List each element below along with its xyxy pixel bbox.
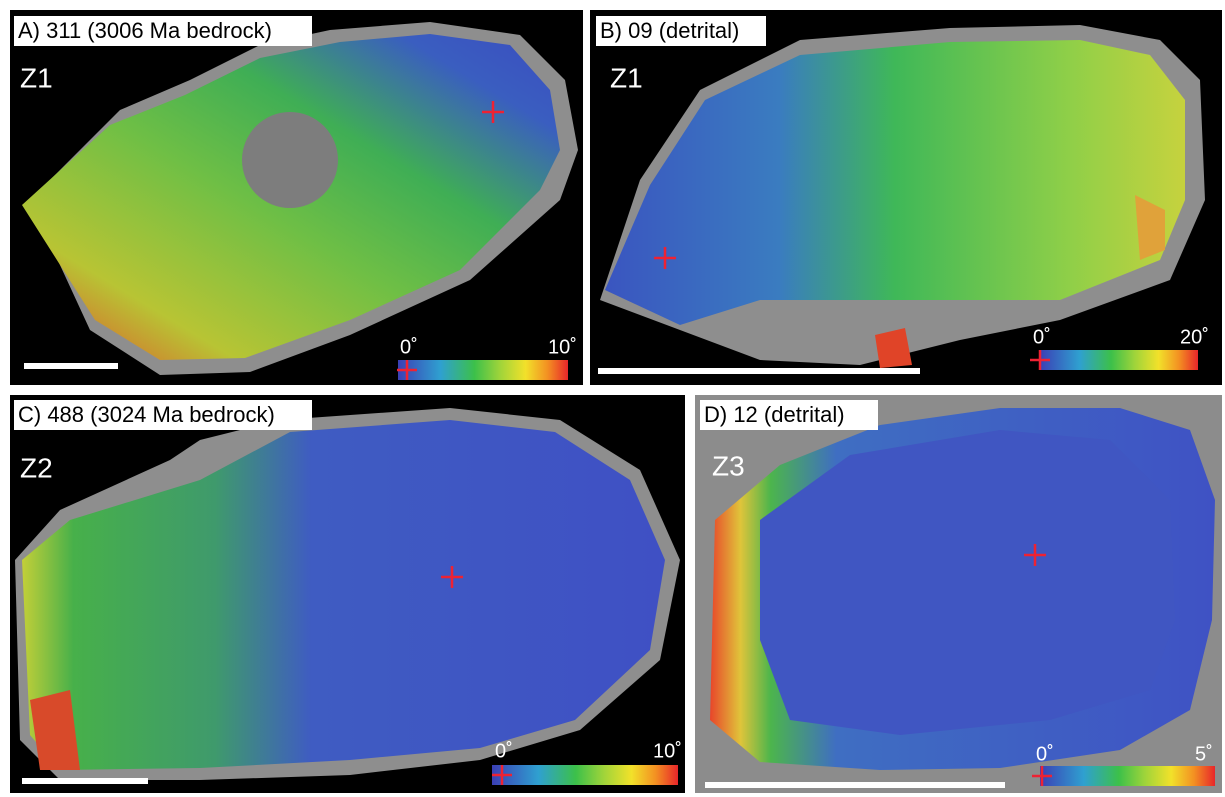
pit bbox=[242, 112, 338, 208]
scale-max: 10˚ bbox=[548, 336, 577, 358]
zone-label: Z1 bbox=[20, 62, 53, 93]
scale-min: 0˚ bbox=[495, 740, 513, 762]
panel-d: 0˚ 5˚ D) 12 (detrital) Z3 bbox=[695, 395, 1222, 793]
scale-bar bbox=[24, 363, 118, 369]
scale-min: 0˚ bbox=[1036, 743, 1054, 765]
scale-max: 10˚ bbox=[653, 740, 682, 762]
panel-label: A) 311 (3006 Ma bedrock) bbox=[18, 18, 272, 43]
scale-bar bbox=[22, 778, 148, 784]
zone-label: Z3 bbox=[712, 450, 745, 481]
grain-core bbox=[760, 430, 1175, 735]
scale-min: 0˚ bbox=[1033, 326, 1051, 348]
scale-max: 5˚ bbox=[1195, 743, 1213, 765]
panel-label: B) 09 (detrital) bbox=[600, 18, 739, 43]
scale-bar bbox=[598, 368, 920, 374]
scale-bar bbox=[705, 782, 1005, 788]
panel-c: 0˚ 10˚ C) 488 (3024 Ma bedrock) Z2 bbox=[10, 395, 685, 793]
zone-label: Z1 bbox=[610, 62, 643, 93]
colorbar bbox=[398, 360, 568, 380]
figure: 0˚ 10˚ A) 311 (3006 Ma bedrock) Z1 0˚ 20… bbox=[0, 0, 1225, 797]
panel-label: C) 488 (3024 Ma bedrock) bbox=[18, 402, 275, 427]
zone-label: Z2 bbox=[20, 452, 53, 483]
colorbar bbox=[1040, 350, 1198, 370]
colorbar bbox=[492, 765, 678, 785]
scale-max: 20˚ bbox=[1180, 326, 1209, 348]
panel-b: 0˚ 20˚ B) 09 (detrital) Z1 bbox=[590, 10, 1222, 385]
colorbar bbox=[1040, 766, 1215, 786]
panel-label: D) 12 (detrital) bbox=[704, 402, 845, 427]
panel-a: 0˚ 10˚ A) 311 (3006 Ma bedrock) Z1 bbox=[10, 10, 583, 385]
scale-min: 0˚ bbox=[400, 336, 418, 358]
